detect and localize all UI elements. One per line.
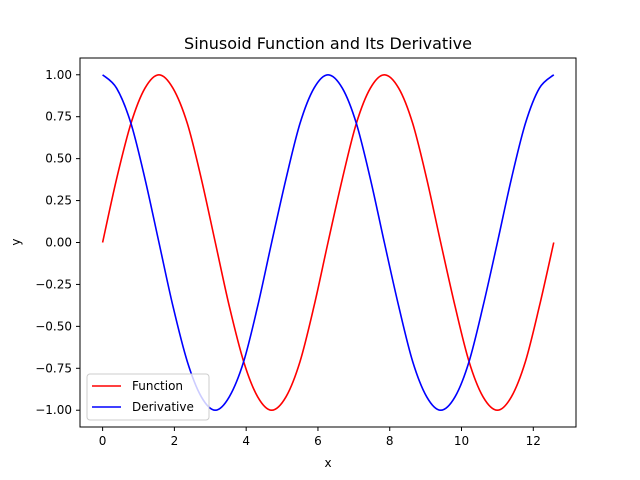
x-tick-label: 12 <box>526 434 541 448</box>
y-tick-label: −0.75 <box>35 361 72 375</box>
x-tick-label: 2 <box>171 434 179 448</box>
y-tick-label: 0.50 <box>45 152 72 166</box>
x-tick-label: 6 <box>314 434 322 448</box>
y-tick-label: 0.25 <box>45 194 72 208</box>
x-tick-label: 10 <box>454 434 469 448</box>
x-tick-label: 8 <box>386 434 394 448</box>
y-tick-label: 0.00 <box>45 236 72 250</box>
y-tick-label: 1.00 <box>45 68 72 82</box>
chart-title: Sinusoid Function and Its Derivative <box>184 34 472 53</box>
series-layer <box>101 73 555 412</box>
legend-label-function: Function <box>132 379 183 393</box>
x-axis-ticks: 0 2 4 6 8 10 12 <box>99 427 541 448</box>
legend-label-derivative: Derivative <box>132 400 194 414</box>
x-axis-label: x <box>324 456 331 470</box>
y-axis-ticks: 1.00 0.75 0.50 0.25 0.00 −0.25 −0.50 −0.75 −1.00 <box>35 68 80 417</box>
y-axis-label: y <box>9 238 23 245</box>
y-tick-label: −0.50 <box>35 319 72 333</box>
legend: Function Derivative <box>86 373 210 421</box>
series-line-derivative <box>102 73 555 412</box>
y-tick-label: −0.25 <box>35 277 72 291</box>
x-tick-label: 4 <box>242 434 250 448</box>
series-line-function <box>101 73 555 412</box>
y-tick-label: 0.75 <box>45 110 72 124</box>
y-tick-label: −1.00 <box>35 403 72 417</box>
x-tick-label: 0 <box>99 434 107 448</box>
